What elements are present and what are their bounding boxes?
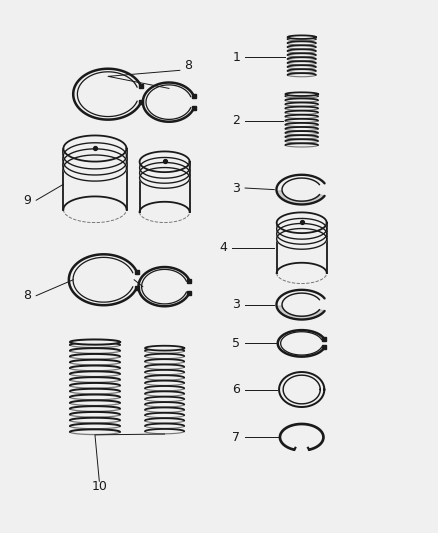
Polygon shape: [288, 35, 316, 39]
Polygon shape: [277, 219, 327, 239]
Polygon shape: [277, 229, 327, 249]
Text: 8: 8: [24, 289, 32, 302]
Polygon shape: [276, 306, 325, 319]
Polygon shape: [64, 155, 127, 181]
Polygon shape: [145, 346, 184, 351]
Polygon shape: [277, 223, 327, 273]
Polygon shape: [140, 151, 190, 172]
Text: 6: 6: [233, 383, 240, 396]
Polygon shape: [64, 149, 127, 175]
Polygon shape: [64, 135, 127, 161]
Polygon shape: [140, 157, 190, 178]
Polygon shape: [70, 340, 120, 345]
Text: 8: 8: [184, 59, 193, 71]
Polygon shape: [64, 143, 127, 169]
Text: 3: 3: [233, 182, 240, 195]
Text: 9: 9: [24, 193, 32, 207]
Polygon shape: [140, 163, 190, 183]
Polygon shape: [64, 149, 127, 209]
Polygon shape: [277, 223, 327, 244]
Text: 1: 1: [233, 51, 240, 63]
Text: 7: 7: [233, 431, 240, 444]
Polygon shape: [276, 191, 325, 205]
Text: 4: 4: [219, 241, 227, 254]
Polygon shape: [140, 162, 190, 212]
Polygon shape: [286, 92, 318, 96]
Text: 2: 2: [233, 114, 240, 127]
Text: 3: 3: [233, 298, 240, 311]
Text: 10: 10: [92, 480, 107, 493]
Text: 5: 5: [233, 337, 240, 350]
Polygon shape: [277, 212, 327, 233]
Polygon shape: [140, 167, 190, 188]
